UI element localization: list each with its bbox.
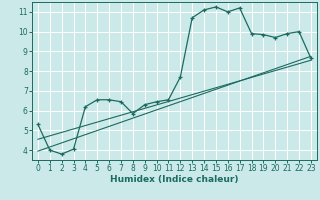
X-axis label: Humidex (Indice chaleur): Humidex (Indice chaleur) [110,175,239,184]
